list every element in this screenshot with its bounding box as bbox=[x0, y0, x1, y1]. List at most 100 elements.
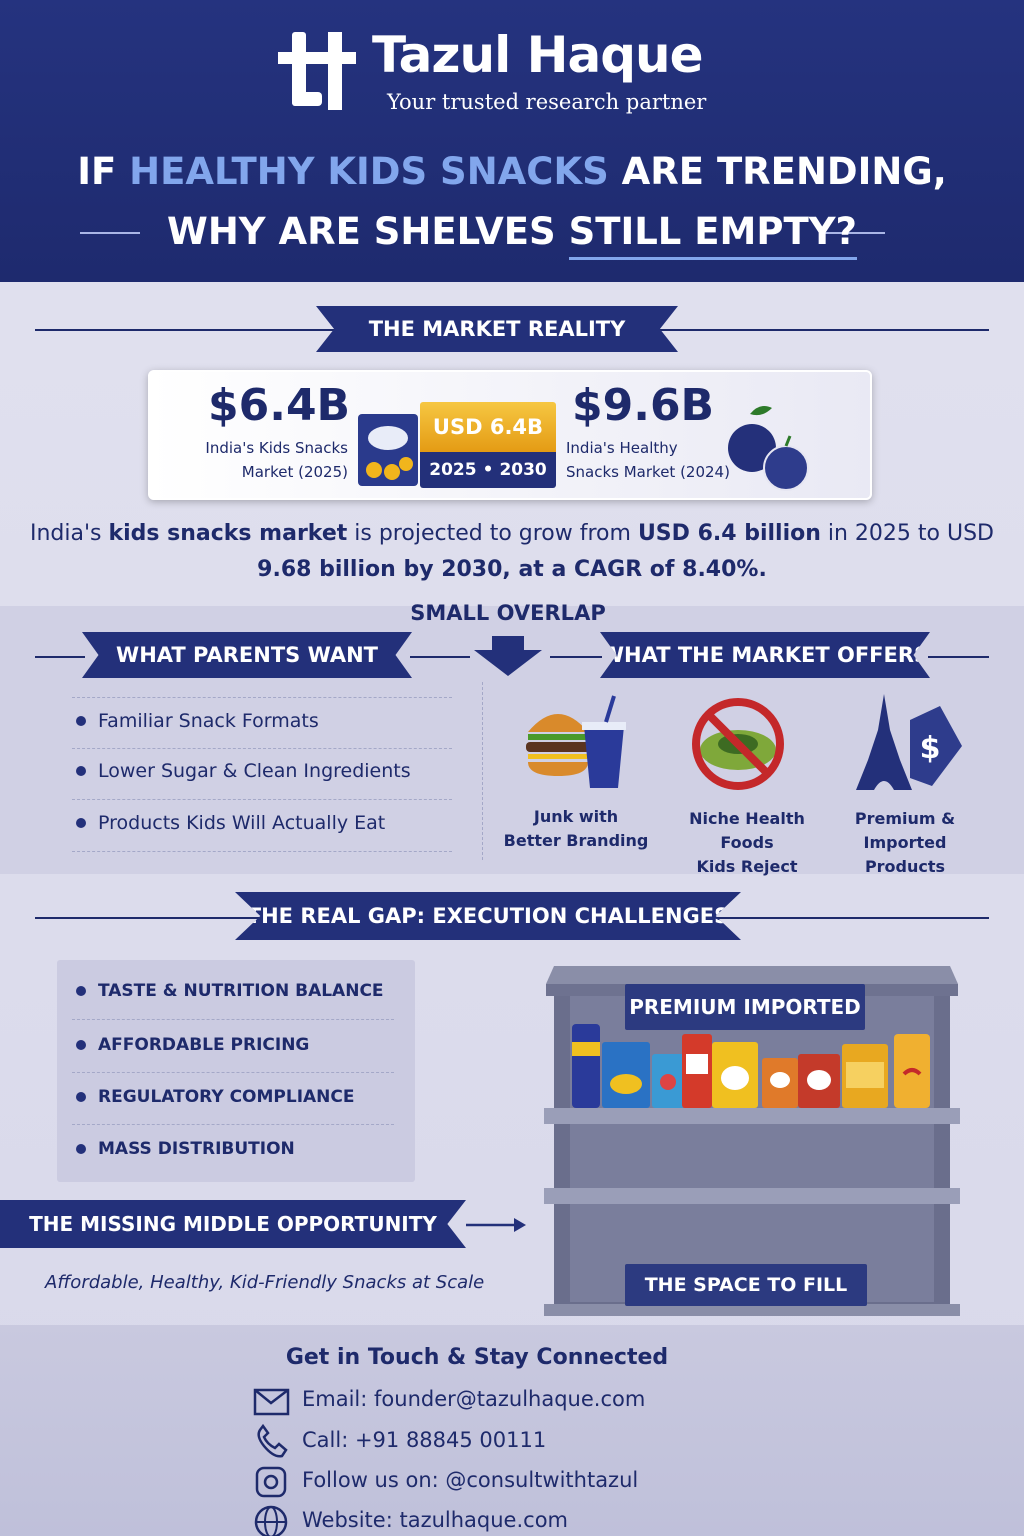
summary-part: 9.68 billion by 2030, at a CAGR of 8.40%… bbox=[257, 557, 767, 582]
header bbox=[0, 0, 1024, 282]
contact-item: Call: +91 88845 00111 bbox=[302, 1428, 547, 1452]
challenges-box bbox=[57, 960, 415, 1182]
separator bbox=[72, 851, 452, 852]
contact-title: Get in Touch & Stay Connected bbox=[285, 1345, 669, 1370]
badge-separator: • bbox=[482, 460, 494, 480]
divider bbox=[35, 656, 85, 658]
column-title: WHAT PARENTS WANT bbox=[82, 632, 412, 678]
snack-bag-icon bbox=[358, 414, 418, 486]
missing-middle-subtitle: Affordable, Healthy, Kid-Friendly Snacks… bbox=[45, 1272, 485, 1293]
separator bbox=[72, 748, 452, 749]
stat-value: $9.6B bbox=[572, 380, 715, 431]
separator bbox=[72, 1124, 394, 1125]
badge-year: 2025 bbox=[429, 460, 477, 480]
separator bbox=[72, 1019, 394, 1020]
headline-line2: WHY ARE SHELVES STILL EMPTY? bbox=[0, 210, 1024, 260]
offer-label: Junk with Better Branding bbox=[496, 805, 656, 853]
offer-line: Junk with bbox=[533, 807, 619, 826]
contact-icons bbox=[253, 1388, 290, 1536]
apples-icon bbox=[728, 406, 809, 491]
stat-label-line: Snacks Market (2024) bbox=[566, 463, 730, 481]
offer-label: Niche Health Foods Kids Reject bbox=[667, 807, 827, 879]
bullet bbox=[76, 986, 86, 996]
stat-label-line: India's Healthy bbox=[566, 439, 678, 457]
niche-health-icon bbox=[692, 698, 784, 790]
challenge-text: REGULATORY COMPLIANCE bbox=[98, 1087, 355, 1107]
offer-line: Imported Products bbox=[863, 833, 947, 876]
bullet bbox=[76, 1092, 86, 1102]
want-item: Familiar Snack Formats bbox=[76, 710, 319, 732]
stat-label: India's Kids Snacks Market (2025) bbox=[170, 436, 348, 484]
badge-year: 2030 bbox=[499, 460, 547, 480]
shelf bbox=[544, 966, 960, 1316]
headline-line1: IF HEALTHY KIDS SNACKS ARE TRENDING, bbox=[0, 150, 1024, 193]
bullet bbox=[76, 766, 86, 776]
column-title: WHAT THE MARKET OFFERS bbox=[600, 632, 930, 678]
overlap-label: SMALL OVERLAP bbox=[410, 601, 606, 625]
challenge-text: AFFORDABLE PRICING bbox=[98, 1035, 310, 1055]
missing-middle-title: THE MISSING MIDDLE OPPORTUNITY bbox=[0, 1200, 466, 1248]
stat-label: India's Healthy Snacks Market (2024) bbox=[566, 436, 730, 484]
shelf-top-label: PREMIUM IMPORTED bbox=[625, 984, 865, 1030]
shelf-bottom-label: THE SPACE TO FILL bbox=[625, 1264, 867, 1306]
tagline: Your trusted research partner bbox=[387, 90, 707, 114]
products bbox=[572, 1024, 930, 1108]
growth-badge: USD 6.4B 2025 • 2030 bbox=[420, 402, 556, 488]
section-title: THE REAL GAP: EXECUTION CHALLENGES bbox=[235, 892, 741, 940]
junk-food-icon bbox=[526, 695, 626, 788]
divider bbox=[80, 232, 140, 234]
headline-text: WHY ARE SHELVES bbox=[167, 210, 556, 253]
bullet bbox=[76, 818, 86, 828]
challenge-item: TASTE & NUTRITION BALANCE bbox=[76, 981, 384, 1001]
summary-part: USD 6.4 billion bbox=[637, 521, 821, 546]
stat-label-line: Market (2025) bbox=[241, 463, 348, 481]
market-summary: India's kids snacks market is projected … bbox=[20, 516, 1004, 588]
want-item: Products Kids Will Actually Eat bbox=[76, 812, 385, 834]
want-item: Lower Sugar & Clean Ingredients bbox=[76, 760, 411, 782]
challenge-item: MASS DISTRIBUTION bbox=[76, 1139, 295, 1159]
svg-text:$: $ bbox=[920, 731, 941, 766]
overlap-arrow bbox=[474, 636, 542, 676]
arrow bbox=[466, 1218, 526, 1232]
bullet bbox=[76, 1040, 86, 1050]
summary-part: India's bbox=[29, 521, 109, 546]
premium-import-icon: $ bbox=[856, 694, 962, 790]
logo bbox=[278, 32, 356, 110]
want-text: Familiar Snack Formats bbox=[98, 710, 319, 732]
offer-line: Niche Health Foods bbox=[689, 809, 805, 852]
summary-part: is projected to grow from bbox=[347, 521, 638, 546]
challenge-text: MASS DISTRIBUTION bbox=[98, 1139, 295, 1159]
bullet bbox=[76, 1144, 86, 1154]
divider bbox=[410, 656, 470, 658]
headline-text: ARE TRENDING, bbox=[621, 150, 947, 193]
want-text: Products Kids Will Actually Eat bbox=[98, 812, 386, 834]
divider bbox=[550, 656, 602, 658]
brand-name: Tazul Haque bbox=[372, 26, 704, 84]
challenge-text: TASTE & NUTRITION BALANCE bbox=[98, 981, 384, 1001]
separator bbox=[72, 799, 452, 800]
stat-value: $6.4B bbox=[208, 380, 351, 431]
section-title: THE MARKET REALITY bbox=[316, 306, 678, 352]
offer-line: Premium & bbox=[854, 809, 956, 828]
footer bbox=[0, 1325, 1024, 1536]
offer-line: Better Branding bbox=[503, 831, 649, 850]
headline-underlined: STILL EMPTY? bbox=[568, 210, 857, 260]
column-divider bbox=[482, 682, 483, 860]
contact-item: Email: founder@tazulhaque.com bbox=[302, 1387, 646, 1411]
challenge-item: AFFORDABLE PRICING bbox=[76, 1035, 309, 1055]
offer-label: Premium & Imported Products bbox=[825, 807, 985, 879]
stat-label-line: India's Kids Snacks bbox=[205, 439, 348, 457]
bullet bbox=[76, 716, 86, 726]
contact-item: Website: tazulhaque.com bbox=[302, 1508, 568, 1532]
summary-part: in 2025 to USD bbox=[820, 521, 995, 546]
badge-amount: USD 6.4B bbox=[420, 402, 556, 452]
separator bbox=[72, 1072, 394, 1073]
want-text: Lower Sugar & Clean Ingredients bbox=[98, 760, 411, 782]
separator bbox=[72, 697, 452, 698]
divider bbox=[825, 232, 885, 234]
contact-item: Follow us on: @consultwithtazul bbox=[302, 1468, 639, 1492]
offer-line: Kids Reject bbox=[696, 857, 798, 876]
badge-years: 2025 • 2030 bbox=[420, 452, 556, 488]
divider bbox=[928, 656, 989, 658]
